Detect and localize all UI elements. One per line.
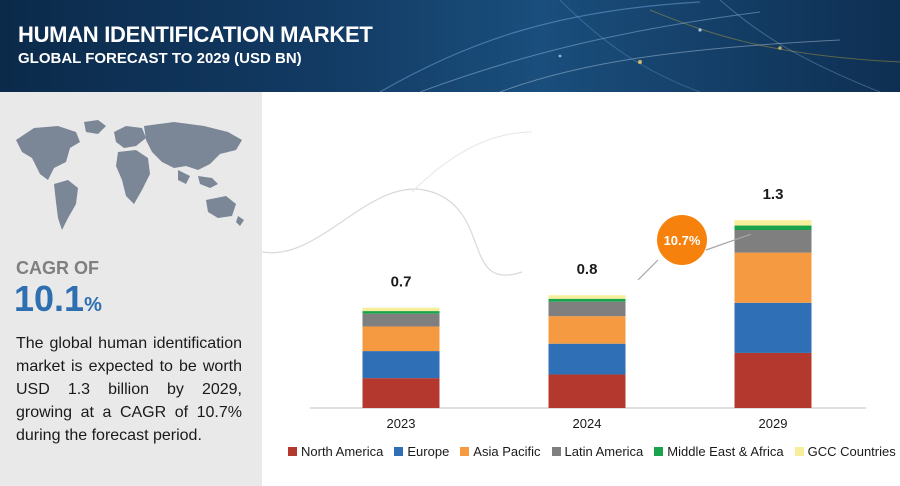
legend-swatch (654, 446, 664, 456)
stacked-bar-chart: 0.7 2023 0.8 2024 1.3 2029 10.7% (262, 131, 866, 431)
bar-segment-middle-east-africa-2023 (362, 311, 440, 314)
legend-swatch (794, 446, 804, 456)
bar-segment-north-america-2029 (734, 352, 812, 408)
cagr-value: 10.1% (14, 278, 102, 320)
bar-segment-middle-east-africa-2029 (734, 225, 812, 230)
legend-item-latin-america: Latin America (551, 443, 644, 459)
bar-segment-latin-america-2029 (734, 230, 812, 253)
bar-segment-gcc-countries-2024 (548, 295, 626, 299)
total-label-2029: 1.3 (763, 186, 784, 203)
legend-item-gcc-countries: GCC Countries (794, 443, 896, 459)
total-label-2023: 0.7 (391, 274, 412, 291)
legend-label: GCC Countries (807, 443, 896, 459)
legend-label: North America (301, 443, 384, 459)
legend-label: Latin America (564, 443, 644, 459)
cagr-badge-label: 10.7% (664, 233, 701, 248)
chart-legend: North America Europe Asia Pacific Latin Ame… (288, 442, 896, 460)
bar-segment-europe-2023 (362, 351, 440, 379)
bars-layer: 0.7 2023 0.8 2024 1.3 2029 10.7% (310, 186, 866, 431)
banner-light-trails (379, 0, 900, 92)
x-tick-label-2029: 2029 (759, 416, 788, 431)
legend-swatch (551, 446, 561, 456)
legend-label: Asia Pacific (473, 443, 541, 459)
legend-item-europe: Europe (394, 444, 449, 459)
bar-segment-north-america-2023 (362, 378, 440, 408)
world-map-icon (16, 120, 244, 230)
decorative-curve-2 (411, 131, 533, 193)
legend-label: Middle East & Africa (667, 443, 784, 459)
chart-subtitle: GLOBAL FORECAST TO 2029 (USD BN) (18, 50, 302, 67)
bar-segment-asia-pacific-2029 (734, 252, 812, 303)
bar-segment-gcc-countries-2029 (734, 220, 812, 226)
bar-segment-asia-pacific-2024 (548, 316, 626, 344)
summary-panel: CAGR OF 10.1% The global human identific… (0, 92, 262, 486)
growth-arrow (705, 233, 752, 251)
legend-item-middle-east-africa: Middle East & Africa (654, 443, 784, 459)
cagr-badge (657, 215, 707, 265)
legend-swatch (288, 446, 297, 456)
bar-segment-europe-2024 (548, 343, 626, 375)
bar-segment-asia-pacific-2023 (362, 326, 440, 352)
bar-segment-north-america-2024 (548, 374, 626, 408)
chart-area: 0.7 2023 0.8 2024 1.3 2029 10.7% (262, 92, 900, 486)
legend-swatch (394, 446, 404, 456)
legend-label: Europe (407, 443, 450, 459)
cagr-label: CAGR OF (16, 258, 99, 278)
x-tick-label-2024: 2024 (573, 416, 602, 431)
legend-item-north-america: North America (288, 444, 383, 459)
bar-segment-middle-east-africa-2024 (548, 298, 626, 302)
legend-item-asia-pacific: Asia Pacific (460, 443, 541, 459)
chart-title: HUMAN IDENTIFICATION MARKET (18, 22, 373, 47)
header-banner: HUMAN IDENTIFICATION MARKET GLOBAL FOREC… (0, 0, 900, 92)
market-description: The global human identification market i… (16, 335, 242, 444)
bar-segment-gcc-countries-2023 (362, 307, 440, 312)
cagr-unit: % (84, 294, 102, 316)
bar-segment-latin-america-2023 (362, 313, 440, 327)
total-label-2024: 0.8 (577, 261, 598, 278)
legend-swatch (460, 446, 470, 456)
bar-segment-latin-america-2024 (548, 301, 626, 317)
decorative-curve (262, 188, 523, 276)
bar-segment-europe-2029 (734, 302, 812, 353)
cagr-number: 10.1 (14, 278, 85, 319)
x-tick-label-2023: 2023 (387, 416, 416, 431)
growth-arrow-tail (637, 259, 659, 281)
